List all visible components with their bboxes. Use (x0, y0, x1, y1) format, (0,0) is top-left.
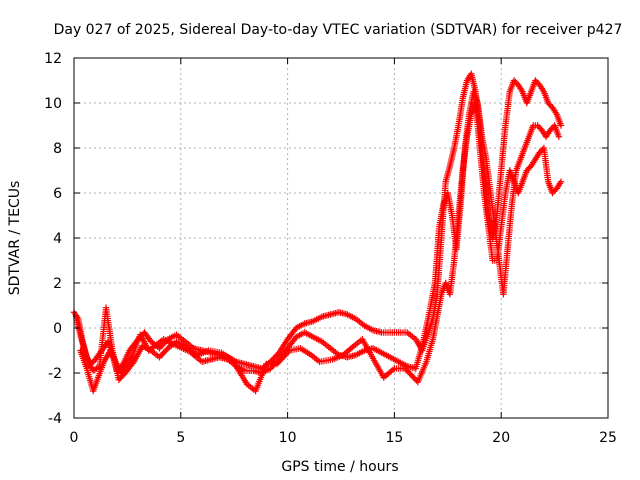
data-point (533, 78, 540, 86)
data-point (275, 359, 282, 366)
x-tick-label: 10 (279, 430, 297, 446)
y-tick-label: 10 (44, 96, 62, 112)
data-point (160, 349, 167, 356)
data-point (283, 350, 291, 357)
data-point (523, 167, 531, 174)
y-tick-label: 8 (53, 141, 62, 157)
data-point (549, 189, 556, 197)
chart-title: Day 027 of 2025, Sidereal Day-to-day VTE… (54, 22, 623, 38)
axis-ticks: 0 5 10 15 20 25 -4 -2 0 2 4 6 8 10 12 (44, 51, 617, 446)
data-point (156, 354, 163, 361)
grid-lines (74, 58, 608, 418)
data-point (525, 165, 532, 173)
data-point (146, 336, 154, 344)
data-point (535, 123, 543, 131)
data-point (285, 348, 292, 356)
data-point (349, 344, 356, 351)
x-tick-label: 15 (385, 430, 403, 446)
y-tick-label: 2 (53, 276, 62, 292)
data-point (270, 362, 277, 369)
y-tick-label: 4 (53, 231, 62, 247)
data-point (157, 352, 165, 359)
data-point (389, 366, 397, 373)
data-point (401, 365, 409, 372)
data-point (557, 122, 565, 129)
data-point (547, 126, 554, 134)
data-point (411, 375, 419, 383)
data-point (532, 77, 539, 84)
data-point (276, 357, 283, 365)
data-point (410, 374, 417, 381)
y-tick-label: 6 (53, 186, 62, 202)
x-axis-label: GPS time / hours (281, 459, 398, 475)
y-tick-label: 12 (44, 51, 62, 67)
data-point (557, 178, 565, 185)
data-point (280, 353, 288, 360)
data-point (404, 368, 412, 375)
data-point (279, 354, 286, 362)
data-points (70, 70, 565, 395)
y-tick-label: -2 (48, 366, 62, 382)
data-point (271, 354, 278, 361)
data-point (268, 363, 276, 371)
data-point (282, 351, 289, 359)
x-tick-label: 25 (599, 430, 617, 446)
data-point (156, 345, 163, 352)
x-tick-label: 0 (70, 430, 79, 446)
data-point (270, 355, 277, 362)
x-tick-label: 20 (492, 430, 510, 446)
data-point (550, 188, 558, 195)
y-tick-label: -4 (48, 411, 62, 427)
data-point (407, 371, 414, 378)
data-point (544, 99, 552, 107)
data-point (403, 366, 410, 374)
data-point (510, 77, 518, 84)
data-point (273, 360, 281, 368)
data-point (548, 125, 555, 132)
data-point (512, 78, 519, 86)
data-point (268, 357, 276, 364)
x-tick-label: 5 (176, 430, 185, 446)
data-point (546, 101, 553, 108)
data-point (534, 122, 541, 129)
data-point (163, 346, 170, 353)
series-track-3 (77, 99, 565, 395)
data-point (555, 133, 563, 140)
data-point (406, 369, 413, 377)
data-point (159, 351, 166, 358)
data-point (161, 348, 169, 355)
y-axis-label: SDTVAR / TECUs (7, 181, 23, 296)
data-point (409, 372, 416, 380)
data-point (537, 147, 545, 155)
y-tick-label: 0 (53, 321, 62, 337)
data-point (277, 356, 285, 363)
